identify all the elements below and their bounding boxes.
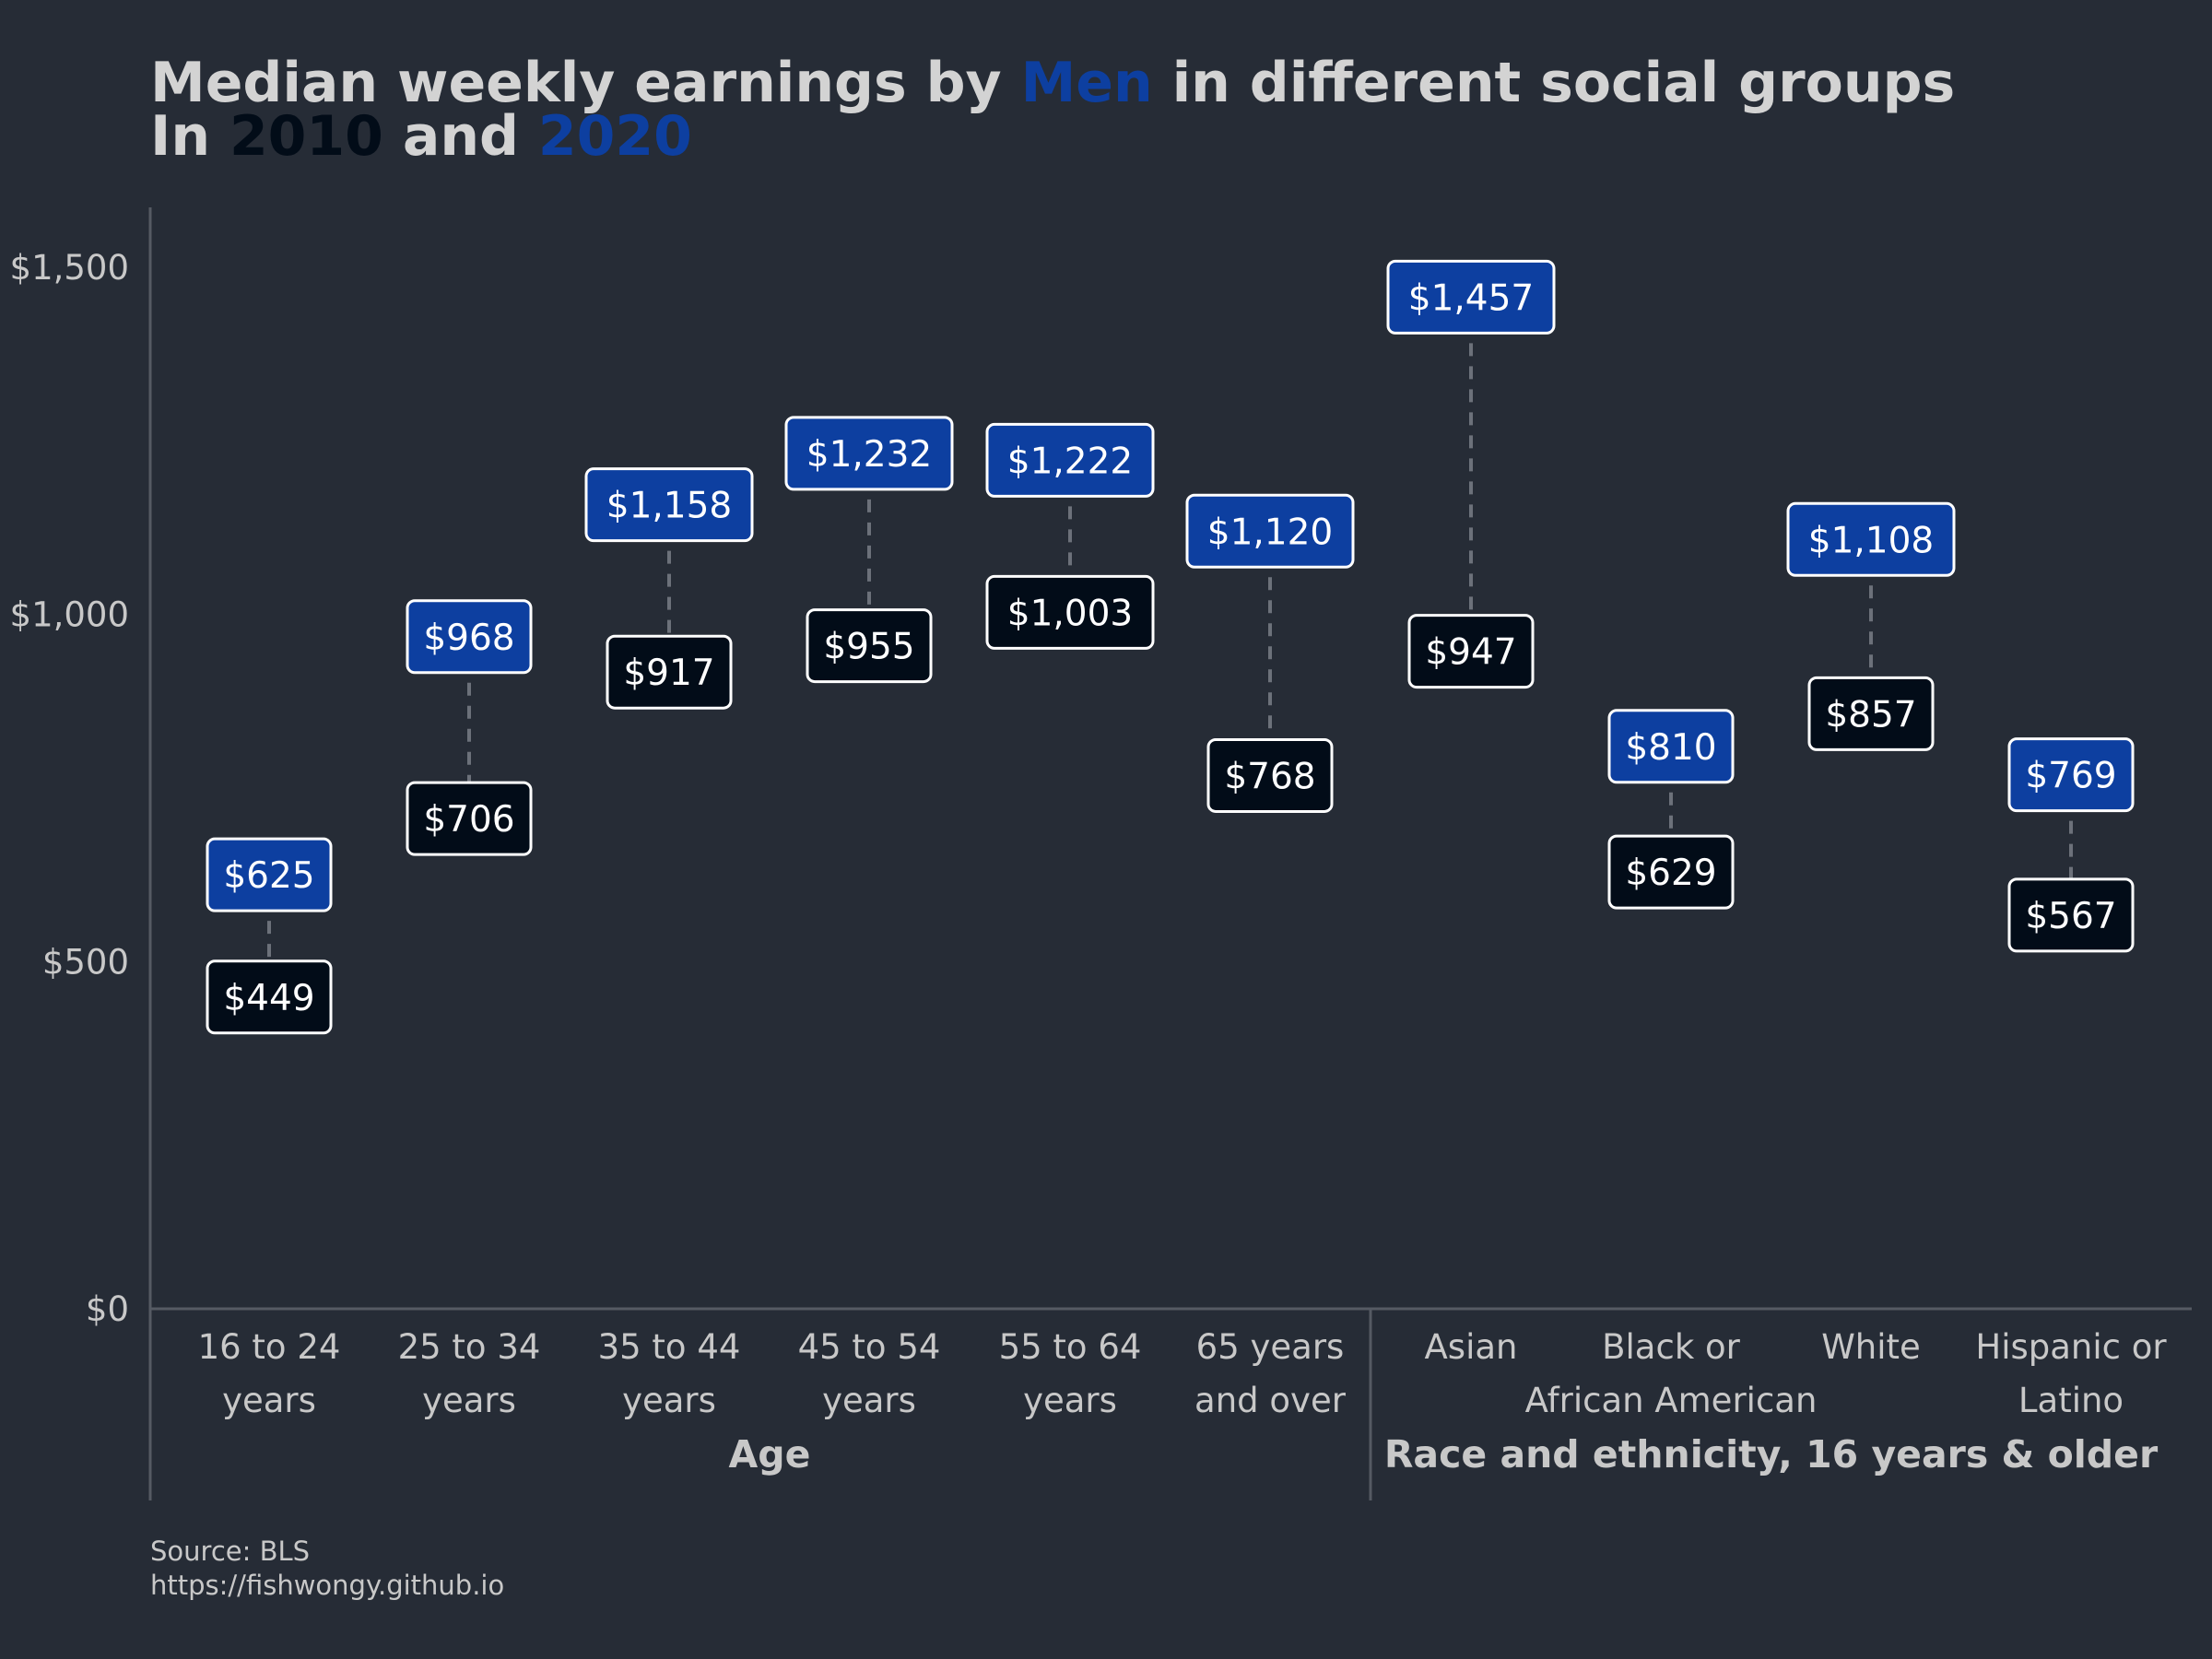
point-2010-box — [1807, 676, 1935, 751]
point-2020: $1,158 — [584, 467, 754, 543]
x-category-label: 35 to 44 — [598, 1327, 741, 1367]
caption-url: https://fishwongy.github.io — [150, 1570, 504, 1601]
title-men-highlight: Men — [1021, 51, 1153, 115]
axis-layer: $0 $500 $1,000 $1,500 — [10, 207, 2192, 1500]
point-2020-box — [985, 422, 1155, 498]
x-category-label: Asian — [1425, 1327, 1518, 1367]
x-category-label: Black or — [1602, 1327, 1741, 1367]
point-2010: $706 — [406, 781, 533, 856]
x-category-label: 55 to 64 — [999, 1327, 1142, 1367]
point-2010-text: $449 — [223, 978, 314, 1019]
point-2010: $567 — [2007, 877, 2135, 953]
x-category-label: 16 to 24 — [198, 1327, 341, 1367]
point-2020-box — [784, 416, 954, 491]
point-2010-text: $1,003 — [1007, 593, 1133, 634]
point-2010-text: $947 — [1425, 632, 1516, 674]
point-2010-box — [206, 959, 333, 1035]
y-tick-label: $500 — [42, 942, 129, 982]
point-2020-text: $810 — [1625, 727, 1716, 769]
point-2020-box — [206, 837, 333, 912]
x-category-label-line2: years — [222, 1381, 316, 1420]
x-category-label-line2: years — [1023, 1381, 1117, 1420]
x-group-label: Age — [729, 1432, 811, 1477]
point-2010-box — [1206, 737, 1334, 813]
point-2020-text: $1,457 — [1408, 277, 1534, 319]
point-2010: $629 — [1607, 834, 1735, 910]
point-2010-text: $857 — [1825, 694, 1916, 735]
point-2020-text: $1,120 — [1207, 512, 1333, 553]
point-2020: $1,232 — [784, 416, 954, 491]
connector-layer — [267, 297, 2073, 997]
point-2020: $968 — [406, 599, 533, 675]
point-2010-box — [985, 574, 1155, 650]
point-2010-box — [606, 634, 733, 710]
chart-title-line1: Median weekly earnings by Men in differe… — [150, 51, 1955, 115]
point-2020: $1,457 — [1386, 259, 1556, 335]
point-2020-text: $1,108 — [1808, 520, 1934, 561]
point-2020-box — [584, 467, 754, 543]
point-2010-box — [1607, 834, 1735, 910]
x-category-label-line2: years — [822, 1381, 916, 1420]
x-category-label: 65 years — [1196, 1327, 1345, 1367]
point-2010: $857 — [1807, 676, 1935, 751]
point-2010-box — [806, 608, 933, 684]
point-2010-text: $768 — [1224, 756, 1315, 797]
point-2020-box — [1386, 259, 1556, 335]
x-category-label-line2: African American — [1525, 1381, 1818, 1420]
point-2020-text: $769 — [2025, 756, 2116, 797]
point-2010-text: $629 — [1625, 853, 1716, 894]
point-2020: $625 — [206, 837, 333, 912]
x-category-label-line2: Latino — [2018, 1381, 2124, 1420]
point-2020-text: $1,222 — [1007, 441, 1133, 482]
x-category-label: Hispanic or — [1975, 1327, 2167, 1367]
title-2010-highlight: 2010 — [229, 104, 383, 169]
data-label-layer: $449 $625 $706 $968 $917 $1,158 $955 $1,232 $1,0… — [206, 259, 2135, 1035]
point-2010-text: $567 — [2025, 896, 2116, 937]
point-2020-text: $1,158 — [606, 486, 732, 527]
point-2010-box — [2007, 877, 2135, 953]
point-2010: $955 — [806, 608, 933, 684]
caption-source: Source: BLS — [150, 1535, 310, 1567]
x-category-label: White — [1821, 1327, 1921, 1367]
point-2020-text: $1,232 — [806, 434, 932, 476]
point-2010: $1,003 — [985, 574, 1155, 650]
y-tick-label: $1,500 — [10, 248, 129, 288]
title-2020-highlight: 2020 — [538, 104, 692, 169]
point-2020: $1,222 — [985, 422, 1155, 498]
y-tick-label: $0 — [86, 1289, 129, 1329]
point-2010: $449 — [206, 959, 333, 1035]
x-category-label-line2: years — [622, 1381, 716, 1420]
x-category-label: 25 to 34 — [398, 1327, 541, 1367]
y-tick-label: $1,000 — [10, 595, 129, 635]
point-2020: $1,108 — [1786, 501, 1956, 577]
point-2010-text: $955 — [823, 627, 914, 668]
point-2020-box — [2007, 737, 2135, 813]
x-category-label-line2: and over — [1194, 1381, 1347, 1420]
point-2020-box — [1607, 709, 1735, 784]
point-2020-text: $968 — [423, 618, 514, 659]
point-2020-box — [406, 599, 533, 675]
point-2010-box — [1407, 614, 1535, 689]
point-2010: $768 — [1206, 737, 1334, 813]
point-2010: $917 — [606, 634, 733, 710]
chart-title-line2: In 2010 and 2020 — [150, 104, 692, 169]
point-2020-box — [1786, 501, 1956, 577]
point-2020-text: $625 — [223, 855, 314, 897]
point-2020-box — [1185, 493, 1355, 569]
x-category-label-line2: years — [422, 1381, 516, 1420]
point-2010-text: $706 — [423, 799, 514, 841]
point-2010-box — [406, 781, 533, 856]
point-2010: $947 — [1407, 614, 1535, 689]
point-2020: $769 — [2007, 737, 2135, 813]
x-category-label: 45 to 54 — [798, 1327, 941, 1367]
point-2020: $810 — [1607, 709, 1735, 784]
category-label-layer: 16 to 24 years 25 to 34 years 35 to 44 years 4… — [198, 1327, 2168, 1477]
x-group-label: Race and ethnicity, 16 years & older — [1384, 1432, 2159, 1477]
point-2020: $1,120 — [1185, 493, 1355, 569]
point-2010-text: $917 — [623, 653, 714, 694]
